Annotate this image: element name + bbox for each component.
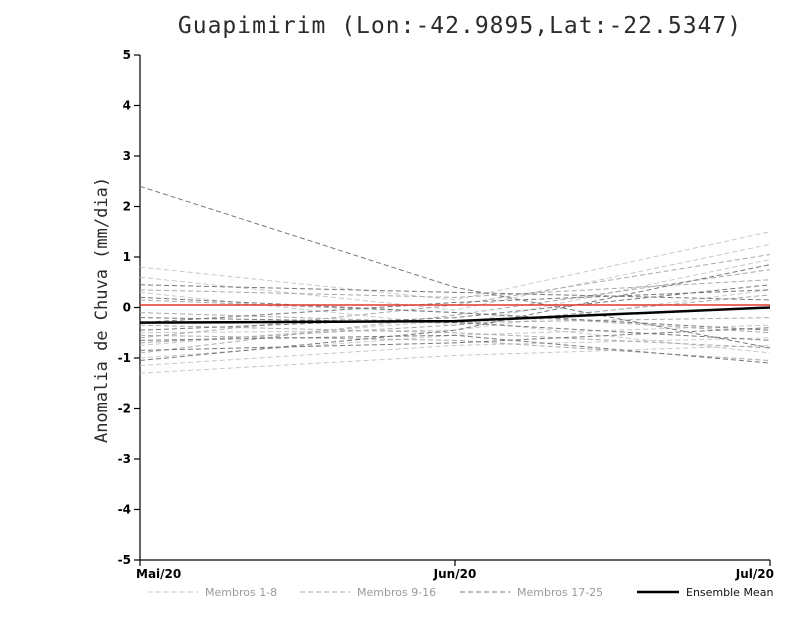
member-line-g1-m1 (139, 231, 771, 301)
member-line-g3-m9 (139, 289, 771, 324)
plot-area: -5 -4 -3 -2 -1 0 1 2 3 4 5 Mai/20 Jun/20 Jul/20 (118, 48, 774, 581)
legend: Membros 1-8 Membros 9-16 Membros 17-25 Ense… (148, 586, 773, 599)
y-tick-label: -5 (118, 553, 131, 567)
y-tick-label: 4 (123, 99, 131, 113)
y-tick-label: 3 (123, 149, 131, 163)
member-line-g3-m2 (139, 284, 771, 301)
member-line-g1-m2 (139, 243, 771, 311)
x-tick-label: Jun/20 (433, 567, 477, 581)
y-tick-label: 0 (123, 301, 131, 315)
y-tick-label: -2 (118, 402, 131, 416)
member-line-g3-m8 (139, 264, 771, 362)
member-line-g2-m6 (139, 294, 771, 344)
y-tick-label: 2 (123, 200, 131, 214)
member-line-g3-m3 (139, 296, 771, 331)
member-line-g2-m5 (139, 334, 771, 362)
member-line-g3-m4 (139, 317, 771, 341)
x-tick-label: Jul/20 (735, 567, 774, 581)
y-tick-label: -4 (118, 503, 131, 517)
member-line-g1-m7 (139, 337, 771, 367)
member-line-g3-m5 (139, 284, 771, 331)
legend-label-3: Membros 17-25 (517, 586, 603, 599)
member-line-g1-m8 (139, 344, 771, 374)
y-axis-label: Anomalia de Chuva (mm/dia) (92, 177, 112, 443)
x-tick-label: Mai/20 (136, 567, 181, 581)
member-line-g3-m1 (139, 185, 771, 349)
member-line-g2-m4 (139, 324, 771, 349)
legend-label-4: Ensemble Mean (686, 586, 773, 599)
y-tick-label: 5 (123, 48, 131, 62)
ensemble-mean-line (139, 306, 771, 324)
y-tick-label: -1 (118, 351, 131, 365)
member-line-g2-m1 (139, 279, 771, 298)
y-tick-label: 1 (123, 250, 131, 264)
member-line-g3-m7 (139, 327, 771, 351)
chart-title: Guapimirim (Lon:-42.9895,Lat:-22.5347) (178, 13, 742, 39)
member-line-g3-m6 (139, 334, 771, 364)
legend-label-2: Membros 9-16 (357, 586, 436, 599)
member-line-g2-m7 (139, 269, 771, 354)
y-tick-label: -3 (118, 452, 131, 466)
legend-label-1: Membros 1-8 (205, 586, 277, 599)
